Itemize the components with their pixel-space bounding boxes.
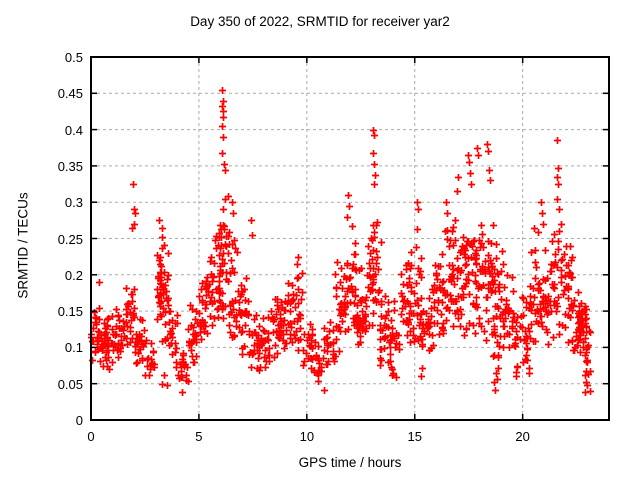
y-tick-label: 0.15 (57, 304, 83, 320)
y-axis-label: SRMTID / TECUs (15, 192, 31, 299)
y-tick-label: 0.4 (64, 122, 83, 138)
chart-title: Day 350 of 2022, SRMTID for receiver yar… (190, 14, 450, 29)
x-axis-label: GPS time / hours (298, 455, 402, 470)
y-tick-label: 0.1 (64, 340, 83, 356)
y-tick-label: 0.35 (57, 158, 83, 174)
x-tick-label: 0 (87, 429, 95, 444)
x-tick-label: 15 (407, 429, 422, 444)
y-tick-label: 0.5 (64, 50, 83, 65)
y-tick-label: 0.45 (57, 86, 83, 102)
x-tick-label: 20 (515, 429, 530, 444)
axis-ticks (90, 56, 609, 421)
gridlines (91, 57, 609, 420)
y-tick-label: 0.2 (64, 267, 83, 283)
x-tick-label: 5 (195, 429, 203, 444)
data-point-markers (88, 87, 594, 396)
scatter-points (88, 87, 594, 396)
y-tick-label: 0 (75, 413, 83, 428)
y-tick-label: 0.25 (57, 231, 83, 247)
y-tick-label: 0.05 (57, 376, 83, 392)
x-tick-label: 10 (299, 429, 315, 444)
y-tick-label: 0.3 (64, 195, 83, 211)
